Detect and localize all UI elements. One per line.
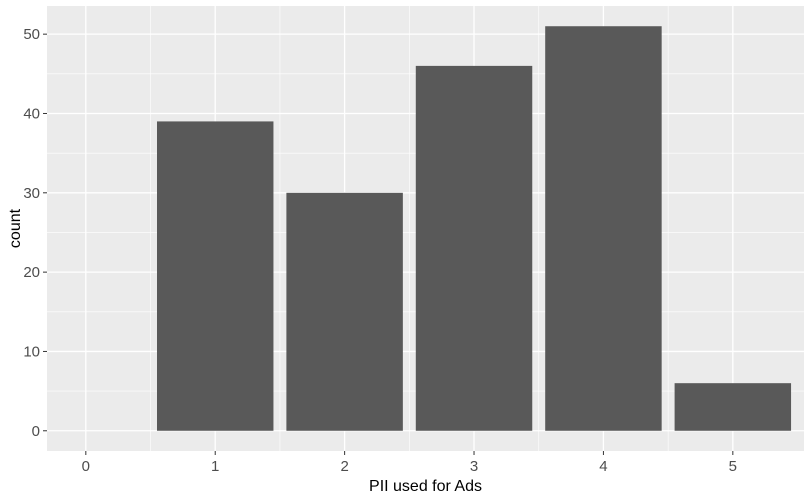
x-tick-label: 4	[599, 458, 607, 475]
bar	[545, 26, 662, 431]
y-tick-label: 0	[32, 423, 40, 440]
x-tick-label: 3	[470, 458, 478, 475]
x-tick-label: 2	[340, 458, 348, 475]
x-tick-label: 0	[82, 458, 90, 475]
bar	[156, 121, 274, 431]
x-tick-label: 1	[211, 458, 219, 475]
bar	[674, 383, 792, 431]
x-tick-label: 5	[729, 458, 737, 475]
y-tick-label: 50	[23, 26, 40, 43]
y-axis-title: count	[7, 208, 24, 248]
bar	[415, 65, 533, 431]
bars	[156, 26, 792, 431]
y-tick-label: 10	[23, 343, 40, 360]
x-axis-title: PII used for Ads	[369, 478, 482, 495]
y-tick-label: 30	[23, 185, 40, 202]
y-tick-label: 20	[23, 264, 40, 281]
y-tick-label: 40	[23, 105, 40, 122]
bar	[286, 192, 403, 431]
